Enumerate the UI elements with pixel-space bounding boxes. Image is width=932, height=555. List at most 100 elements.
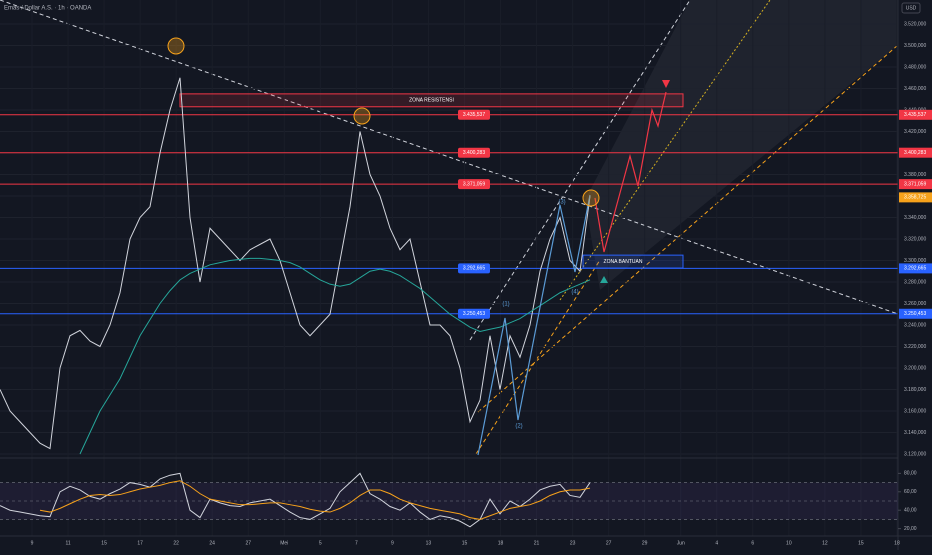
y-tick-label: 3.240,000	[904, 322, 926, 328]
y-tick-label: 3.300,000	[904, 258, 926, 264]
x-tick-label: 6	[751, 540, 754, 546]
y-tick-label: 3.200,000	[904, 365, 926, 371]
level-tag	[458, 147, 490, 158]
symbol-title: Emas / Dollar A.S. · 1h · OANDA	[4, 6, 91, 12]
level-tag	[458, 109, 490, 120]
y-tick-label: 3.140,000	[904, 430, 926, 436]
x-tick-label: 21	[534, 540, 540, 546]
level-tag	[458, 263, 490, 274]
arrow-down	[662, 80, 670, 88]
wave-label: (2)	[515, 424, 522, 430]
axis-tag	[899, 263, 932, 274]
x-tick-label: 24	[209, 540, 215, 546]
y-tick-label: 3.520,000	[904, 21, 926, 27]
wave-path	[477, 194, 591, 456]
x-tick-label: 10	[786, 540, 792, 546]
y-tick-label: 3.380,000	[904, 172, 926, 178]
x-tick-label: 12	[822, 540, 828, 546]
y-tick-label: 3.180,000	[904, 387, 926, 393]
axis-level-label: 3.250,453	[904, 311, 926, 317]
axis-tag	[899, 147, 932, 158]
x-tick-label: 18	[894, 540, 900, 546]
rsi-band	[0, 482, 898, 520]
rsi-tick-label: 80,00	[904, 471, 917, 477]
level-tag	[458, 308, 490, 319]
peak-marker	[582, 189, 600, 207]
wave-label: (1)	[502, 302, 509, 308]
x-tick-label: 18	[498, 540, 504, 546]
axis-level-label: 3.371,059	[904, 181, 926, 187]
x-tick-label: Mei	[280, 540, 288, 546]
axis-tag	[899, 179, 932, 190]
currency-box	[901, 2, 921, 14]
level-label: 3.250,453	[463, 311, 485, 317]
rsi-tick-label: 20,00	[904, 526, 917, 532]
x-tick-label: 9	[31, 540, 34, 546]
last-price-label: 3.358,725	[904, 195, 926, 201]
level-label: 3.435,537	[463, 112, 485, 118]
axis-tag	[899, 308, 932, 319]
y-tick-label: 3.120,000	[904, 451, 926, 457]
series-line	[0, 472, 591, 528]
channel-upper	[469, 0, 691, 341]
peak-marker	[167, 37, 185, 55]
x-tick-label: 7	[355, 540, 358, 546]
x-tick-label: 23	[570, 540, 576, 546]
support-line	[475, 259, 601, 455]
projection-path	[594, 91, 667, 253]
channel-mid	[559, 0, 771, 301]
y-tick-label: 3.260,000	[904, 301, 926, 307]
zone-label: ZONA RESISTENSI	[409, 98, 454, 104]
y-tick-label: 3.280,000	[904, 279, 926, 285]
x-tick-label: 27	[245, 540, 251, 546]
last-price-tag	[899, 192, 932, 203]
y-tick-label: 3.500,000	[904, 43, 926, 49]
plot	[0, 77, 591, 455]
axis-tag	[899, 109, 932, 120]
peak-marker	[353, 107, 371, 125]
series-line	[39, 480, 591, 520]
x-tick-label: 17	[137, 540, 143, 546]
level-label: 3.400,283	[463, 150, 485, 156]
currency: USD	[906, 5, 917, 11]
y-tick-label: 3.220,000	[904, 344, 926, 350]
series-line	[0, 77, 591, 450]
x-tick-label: 13	[426, 540, 432, 546]
channel-lower	[477, 44, 899, 413]
x-tick-label: 15	[462, 540, 468, 546]
x-tick-label: 4	[715, 540, 718, 546]
level-label: 3.371,059	[463, 181, 485, 187]
y-tick-label: 3.480,000	[904, 64, 926, 70]
x-tick-label: 11	[65, 540, 70, 546]
y-tick-label: 3.160,000	[904, 408, 926, 414]
y-tick-label: 3.460,000	[904, 86, 926, 92]
levels	[0, 93, 898, 319]
level-label: 3.292,665	[463, 266, 485, 272]
rsi-tick-label: 40,00	[904, 508, 917, 514]
axis-level-label: 3.400,283	[904, 150, 926, 156]
wave-label: (4)	[571, 290, 578, 296]
axis-level-label: 3.435,537	[904, 112, 926, 118]
y-tick-label: 3.340,000	[904, 215, 926, 221]
x-tick-label: 15	[101, 540, 107, 546]
wave-label: (3)	[558, 200, 565, 206]
arrow-up	[600, 276, 608, 283]
x-tick-label: 9	[391, 540, 394, 546]
zone-label: ZONA BANTUAN	[604, 259, 643, 265]
level-tag	[458, 179, 490, 190]
series-line	[79, 257, 591, 455]
axis-level-label: 3.292,665	[904, 266, 926, 272]
x-tick-label: 22	[173, 540, 179, 546]
x-tick-label: 15	[858, 540, 864, 546]
x-tick-label: 5	[319, 540, 322, 546]
x-tick-label: 29	[642, 540, 648, 546]
y-tick-label: 3.320,000	[904, 236, 926, 242]
x-tick-label: 27	[606, 540, 612, 546]
trend-line	[0, 0, 899, 315]
x-tick-label: Jun	[677, 540, 685, 546]
y-tick-label: 3.420,000	[904, 129, 926, 135]
zone-box	[179, 93, 684, 108]
rsi-tick-label: 60,00	[904, 489, 917, 495]
